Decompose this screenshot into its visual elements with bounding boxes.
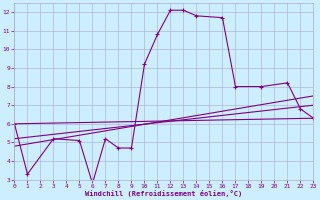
X-axis label: Windchill (Refroidissement éolien,°C): Windchill (Refroidissement éolien,°C) bbox=[85, 190, 243, 197]
